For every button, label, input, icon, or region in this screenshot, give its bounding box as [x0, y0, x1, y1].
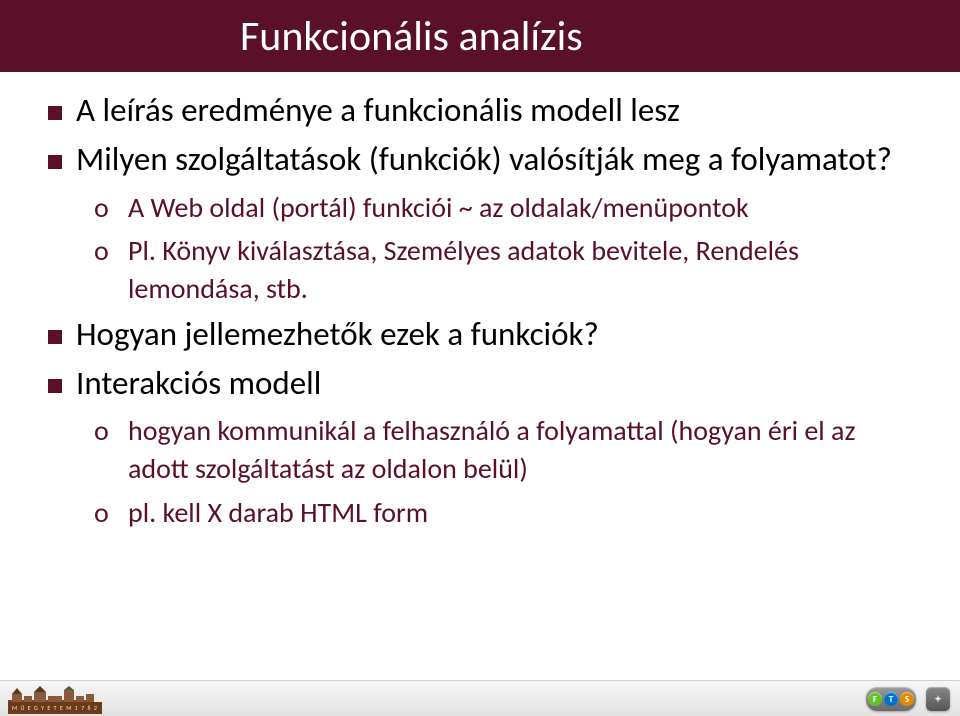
square-bullet-icon: [48, 155, 62, 169]
square-bullet-icon: [48, 379, 62, 393]
bullet-level1: Interakciós modell: [48, 363, 912, 404]
small-badge-icon: ✦: [926, 687, 950, 711]
fts-f-icon: F: [868, 692, 882, 706]
content-area: A leírás eredménye a funkcionális modell…: [48, 90, 912, 538]
bullet-text: Milyen szolgáltatások (funkciók) valósít…: [76, 139, 892, 180]
plaque-label: M Ű E G Y E T E M 1 7 8 2: [8, 702, 102, 714]
bullet-level2: o pl. kell X darab HTML form: [94, 494, 912, 532]
bullet-text: Pl. Könyv kiválasztása, Személyes adatok…: [128, 232, 912, 308]
slide: Funkcionális analízis A leírás eredménye…: [0, 0, 960, 716]
bullet-text: A leírás eredménye a funkcionális modell…: [76, 90, 680, 131]
circle-bullet-icon: o: [94, 189, 116, 227]
bullet-level1: Milyen szolgáltatások (funkciók) valósít…: [48, 139, 912, 180]
bullet-text: A Web oldal (portál) funkciói ~ az oldal…: [128, 189, 749, 227]
square-bullet-icon: [48, 106, 62, 120]
circle-bullet-icon: o: [94, 494, 116, 532]
square-bullet-icon: [48, 330, 62, 344]
fts-s-icon: S: [900, 692, 914, 706]
bullet-text: Interakciós modell: [76, 363, 321, 404]
circle-bullet-icon: o: [94, 412, 116, 488]
bullet-text: pl. kell X darab HTML form: [128, 494, 428, 532]
fts-t-icon: T: [884, 692, 898, 706]
circle-bullet-icon: o: [94, 232, 116, 308]
title-bar: Funkcionális analízis: [0, 0, 960, 72]
bullet-level2: o Pl. Könyv kiválasztása, Személyes adat…: [94, 232, 912, 308]
bullet-text: hogyan kommunikál a felhasználó a folyam…: [128, 412, 912, 488]
bullet-level2: o hogyan kommunikál a felhasználó a foly…: [94, 412, 912, 488]
footer-right-badges: F T S ✦: [866, 687, 950, 711]
footer-bar: M Ű E G Y E T E M 1 7 8 2 F T S ✦: [0, 680, 960, 716]
bullet-level1: A leírás eredménye a funkcionális modell…: [48, 90, 912, 131]
fts-badge: F T S: [866, 687, 916, 711]
bullet-level2: o A Web oldal (portál) funkciói ~ az old…: [94, 189, 912, 227]
slide-title: Funkcionális analízis: [240, 11, 583, 62]
bullet-text: Hogyan jellemezhetők ezek a funkciók?: [76, 314, 599, 355]
bullet-level1: Hogyan jellemezhetők ezek a funkciók?: [48, 314, 912, 355]
